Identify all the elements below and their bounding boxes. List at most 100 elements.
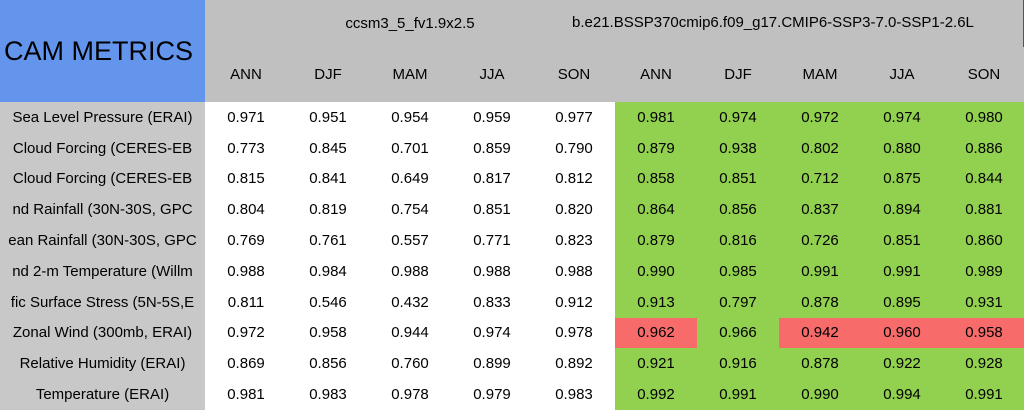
metric-cell: 0.958 — [287, 317, 370, 350]
metric-cell: 0.771 — [451, 225, 534, 257]
metric-cell: 0.856 — [287, 348, 370, 381]
metric-cell: 0.991 — [943, 379, 1024, 410]
metric-cell: 0.802 — [779, 132, 862, 165]
metric-cell: 0.978 — [369, 379, 452, 410]
metric-cell: 0.820 — [533, 194, 616, 227]
metric-cell: 0.790 — [533, 132, 616, 165]
metric-cell: 0.944 — [369, 317, 452, 350]
metric-cell: 0.972 — [205, 317, 288, 350]
metric-cell: 0.823 — [533, 225, 616, 257]
metric-cell: 0.869 — [205, 348, 288, 381]
metric-cell: 0.773 — [205, 132, 288, 165]
metric-cell: 0.978 — [533, 317, 616, 350]
metric-cell: 0.988 — [205, 256, 288, 288]
metric-cell: 0.880 — [861, 132, 944, 165]
row-label: Temperature (ERAI) — [0, 379, 206, 410]
metric-cell: 0.985 — [697, 256, 780, 288]
metric-cell: 0.811 — [205, 286, 288, 319]
row-label: Cloud Forcing (CERES-EB — [0, 132, 206, 165]
column-header: ANN — [205, 47, 288, 103]
row-label: Cloud Forcing (CERES-EB — [0, 163, 206, 196]
column-header: ANN — [615, 47, 698, 103]
column-header: SON — [533, 47, 616, 103]
metric-cell: 0.959 — [451, 102, 534, 134]
metric-cell: 0.760 — [369, 348, 452, 381]
metric-cell: 0.856 — [697, 194, 780, 227]
metric-cell: 0.992 — [615, 379, 698, 410]
metric-cell: 0.983 — [533, 379, 616, 410]
metric-cell: 0.892 — [533, 348, 616, 381]
metric-cell: 0.894 — [861, 194, 944, 227]
metric-cell: 0.960 — [861, 317, 944, 350]
metric-cell: 0.878 — [779, 348, 862, 381]
metric-cell: 0.886 — [943, 132, 1024, 165]
metric-cell: 0.942 — [779, 317, 862, 350]
metric-cell: 0.913 — [615, 286, 698, 319]
metric-cell: 0.432 — [369, 286, 452, 319]
metric-cell: 0.878 — [779, 286, 862, 319]
metric-cell: 0.858 — [615, 163, 698, 196]
metric-cell: 0.977 — [533, 102, 616, 134]
metric-cell: 0.974 — [861, 102, 944, 134]
metric-cell: 0.972 — [779, 102, 862, 134]
metric-cell: 0.958 — [943, 317, 1024, 350]
metric-cell: 0.754 — [369, 194, 452, 227]
metric-cell: 0.864 — [615, 194, 698, 227]
row-label: Zonal Wind (300mb, ERAI) — [0, 317, 206, 350]
metric-cell: 0.815 — [205, 163, 288, 196]
metric-cell: 0.981 — [615, 102, 698, 134]
metric-cell: 0.701 — [369, 132, 452, 165]
metric-cell: 0.833 — [451, 286, 534, 319]
metric-cell: 0.726 — [779, 225, 862, 257]
column-header: MAM — [779, 47, 862, 103]
metric-cell: 0.845 — [287, 132, 370, 165]
column-header: MAM — [369, 47, 452, 103]
metric-cell: 0.879 — [615, 132, 698, 165]
metric-cell: 0.860 — [943, 225, 1024, 257]
metric-cell: 0.851 — [861, 225, 944, 257]
metric-cell: 0.974 — [451, 317, 534, 350]
metric-cell: 0.991 — [697, 379, 780, 410]
row-label: ean Rainfall (30N-30S, GPC — [0, 225, 206, 257]
metric-cell: 0.769 — [205, 225, 288, 257]
metric-cell: 0.988 — [451, 256, 534, 288]
table-title: CAM METRICS — [0, 0, 206, 103]
metric-cell: 0.962 — [615, 317, 698, 350]
row-label: Sea Level Pressure (ERAI) — [0, 102, 206, 134]
metric-cell: 0.879 — [615, 225, 698, 257]
metric-cell: 0.991 — [861, 256, 944, 288]
metric-cell: 0.881 — [943, 194, 1024, 227]
metric-cell: 0.895 — [861, 286, 944, 319]
metric-cell: 0.980 — [943, 102, 1024, 134]
metric-cell: 0.974 — [697, 102, 780, 134]
metric-cell: 0.971 — [205, 102, 288, 134]
metric-cell: 0.817 — [451, 163, 534, 196]
metric-cell: 0.984 — [287, 256, 370, 288]
row-label: Relative Humidity (ERAI) — [0, 348, 206, 381]
metric-cell: 0.966 — [697, 317, 780, 350]
group-header: b.e21.BSSP370cmip6.f09_g17.CMIP6-SSP3-7.… — [572, 14, 974, 31]
metric-cell: 0.989 — [943, 256, 1024, 288]
row-label: fic Surface Stress (5N-5S,E — [0, 286, 206, 319]
metric-cell: 0.899 — [451, 348, 534, 381]
metric-cell: 0.931 — [943, 286, 1024, 319]
column-header: JJA — [451, 47, 534, 103]
metric-cell: 0.851 — [451, 194, 534, 227]
metric-cell: 0.916 — [697, 348, 780, 381]
column-header: JJA — [861, 47, 944, 103]
metric-cell: 0.954 — [369, 102, 452, 134]
metric-cell: 0.875 — [861, 163, 944, 196]
metric-cell: 0.851 — [697, 163, 780, 196]
metric-cell: 0.649 — [369, 163, 452, 196]
metric-cell: 0.990 — [779, 379, 862, 410]
row-label: nd 2-m Temperature (Willm — [0, 256, 206, 288]
metric-cell: 0.951 — [287, 102, 370, 134]
metric-cell: 0.859 — [451, 132, 534, 165]
metric-cell: 0.546 — [287, 286, 370, 319]
column-header: SON — [943, 47, 1024, 103]
metric-cell: 0.837 — [779, 194, 862, 227]
metric-cell: 0.557 — [369, 225, 452, 257]
group-header-bg — [615, 0, 1024, 48]
row-label: nd Rainfall (30N-30S, GPC — [0, 194, 206, 227]
